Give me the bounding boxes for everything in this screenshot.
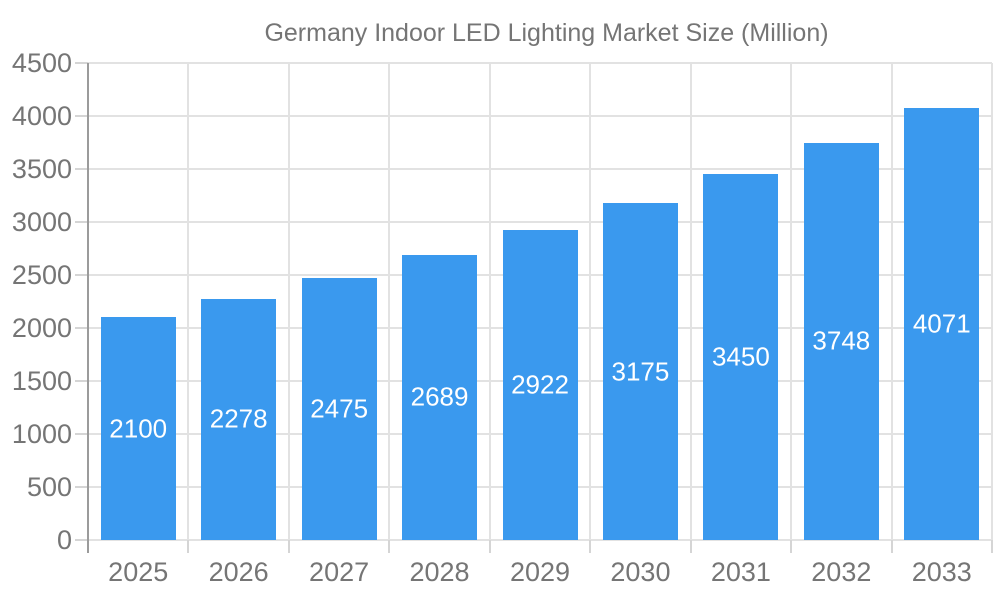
x-axis-label: 2030: [610, 557, 671, 587]
x-axis-label: 2027: [309, 557, 370, 587]
y-axis-tick: [75, 486, 88, 488]
gridline-horizontal: [88, 168, 992, 170]
gridline-vertical: [187, 63, 190, 540]
bar-value-label: 2100: [109, 413, 168, 444]
bar[interactable]: 2475: [301, 277, 377, 540]
x-axis-tick: [388, 540, 391, 553]
y-axis-tick: [75, 327, 88, 329]
gridline-vertical: [388, 63, 391, 540]
y-axis-label: 0: [56, 525, 72, 555]
y-axis-label: 500: [26, 472, 72, 502]
x-axis-tick: [589, 540, 592, 553]
gridline-horizontal: [88, 539, 992, 541]
bar-value-label: 3175: [611, 356, 670, 387]
gridline-horizontal: [88, 221, 992, 223]
bar-value-label: 2689: [410, 381, 469, 412]
plot-area: 2100 2278 2475 2689 2922 3175 3450 3748 4071: [88, 62, 993, 541]
y-axis-label: 1500: [11, 366, 72, 396]
x-axis-tick: [991, 540, 993, 553]
gridline-vertical: [991, 63, 993, 540]
y-axis-label: 2000: [11, 313, 72, 343]
x-axis-label: 2026: [208, 557, 269, 587]
gridline-horizontal: [88, 115, 992, 117]
bar[interactable]: 2278: [201, 298, 277, 540]
bar[interactable]: 3175: [602, 203, 678, 540]
x-axis-label: 2033: [911, 557, 972, 587]
bar[interactable]: 3748: [803, 142, 879, 540]
y-axis-tick: [75, 62, 88, 64]
gridline-vertical: [790, 63, 793, 540]
legend-swatch: [171, 22, 251, 45]
y-axis-tick: [75, 274, 88, 276]
gridline-horizontal: [88, 62, 992, 64]
legend[interactable]: Germany Indoor LED Lighting Market Size …: [0, 19, 1000, 47]
gridline-vertical: [689, 63, 692, 540]
bar[interactable]: 4071: [904, 108, 980, 540]
x-axis-tick: [488, 540, 491, 553]
y-axis-label: 4500: [11, 48, 72, 78]
bar[interactable]: 2922: [502, 230, 578, 540]
x-axis-label: 2032: [811, 557, 872, 587]
x-axis-label: 2029: [509, 557, 571, 587]
x-axis-label: 2025: [108, 557, 169, 587]
x-axis-tick: [790, 540, 793, 553]
gridline-vertical: [589, 63, 592, 540]
bar-value-label: 2278: [209, 403, 268, 434]
x-axis-tick: [890, 540, 893, 553]
x-axis-tick: [287, 540, 290, 553]
y-axis-label: 2500: [11, 260, 72, 290]
x-axis-label: 2031: [710, 557, 771, 587]
bar[interactable]: 3450: [703, 174, 779, 540]
y-axis-tick: [75, 115, 88, 117]
y-axis-line: [87, 63, 89, 553]
bar-value-label: 4071: [912, 308, 971, 339]
y-axis-label: 3000: [11, 207, 72, 237]
y-axis-tick: [75, 380, 88, 382]
y-axis-label: 1000: [11, 419, 72, 449]
bar-value-label: 2922: [511, 369, 569, 400]
legend-label: Germany Indoor LED Lighting Market Size …: [264, 18, 829, 47]
x-axis-tick: [689, 540, 692, 553]
y-axis-tick: [75, 168, 88, 170]
bar[interactable]: 2100: [100, 317, 176, 540]
bar-value-label: 2475: [310, 393, 369, 424]
bar[interactable]: 2689: [402, 254, 478, 540]
bar-value-label: 3748: [812, 325, 871, 356]
y-axis-tick: [75, 433, 88, 435]
bar-value-label: 3450: [711, 341, 770, 372]
gridline-vertical: [890, 63, 893, 540]
gridline-vertical: [488, 63, 491, 540]
y-axis-label: 3500: [11, 154, 72, 184]
x-axis-tick: [187, 540, 190, 553]
y-axis-tick: [75, 539, 88, 541]
gridline-vertical: [287, 63, 290, 540]
x-axis-label: 2028: [409, 557, 470, 587]
y-axis-label: 4000: [11, 101, 72, 131]
y-axis-tick: [75, 221, 88, 223]
